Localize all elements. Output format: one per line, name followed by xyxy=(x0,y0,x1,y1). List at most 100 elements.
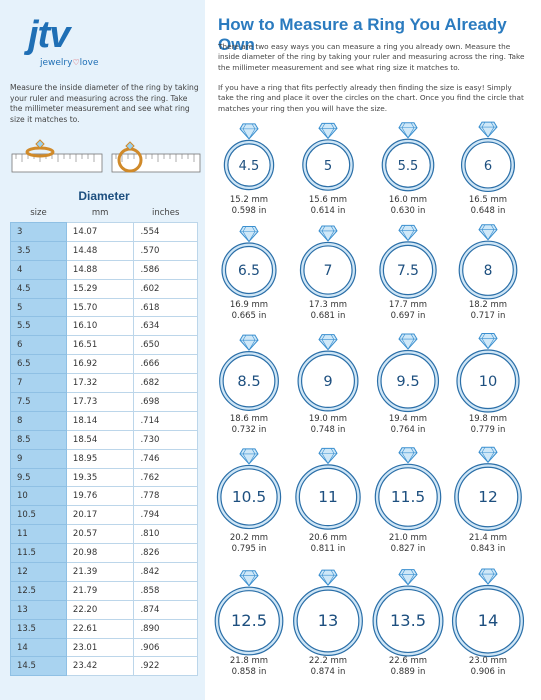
table-cell: 8 xyxy=(10,410,67,431)
diamond-facet xyxy=(319,448,337,464)
ring-size: 13 xyxy=(318,611,339,630)
ring-size: 8.5 xyxy=(237,373,260,390)
table-row: 5 15.70.618 xyxy=(10,297,198,318)
table-cell: 18.95 xyxy=(65,448,135,469)
ring-size: 4.5 xyxy=(239,159,260,174)
table-cell: 15.70 xyxy=(65,297,135,318)
table-row: 6 16.51.650 xyxy=(10,335,198,356)
table-cell: .618 xyxy=(133,297,198,318)
diamond-facet xyxy=(399,333,417,350)
table-row: 11 20.57.810 xyxy=(10,524,198,545)
ring-mm: 16.5 mm xyxy=(469,195,507,205)
table-cell: 3.5 xyxy=(10,240,67,261)
table-cell: 17.73 xyxy=(65,392,135,412)
ring: 6.5 16.9 mm0.665 in xyxy=(221,226,277,321)
table-cell: .698 xyxy=(133,392,198,412)
ring-inner xyxy=(455,588,521,654)
table-row: 7.5 17.73.698 xyxy=(10,392,198,412)
ring: 5.5 16.0 mm0.630 in xyxy=(381,122,435,216)
table-cell: 16.92 xyxy=(65,354,135,375)
ring-inner xyxy=(227,143,271,187)
table-cell: .634 xyxy=(133,316,198,337)
ring: 6 16.5 mm0.648 in xyxy=(460,121,516,216)
ring-inner xyxy=(222,354,276,408)
table-cell: 18.14 xyxy=(65,410,135,431)
ring-mm: 21.8 mm xyxy=(230,656,268,666)
ruler xyxy=(111,141,201,173)
diamond-icon xyxy=(398,224,418,242)
ring-inches: 0.858 in xyxy=(232,667,267,677)
ring-inner xyxy=(300,353,356,409)
diamond-facet xyxy=(399,122,417,139)
table-row: 10 19.76.778 xyxy=(10,486,198,507)
ring-size: 14 xyxy=(478,611,499,630)
diamond-icon xyxy=(239,448,259,465)
diamond-icon xyxy=(398,569,418,586)
table-cell: 19.35 xyxy=(65,467,135,488)
ring: 11.5 21.0 mm0.827 in xyxy=(374,447,442,554)
ring-size: 11.5 xyxy=(391,488,425,506)
ring-size: 7.5 xyxy=(397,263,419,279)
page-title: How to Measure a Ring You Already Own xyxy=(218,15,507,54)
column-header: inches xyxy=(152,207,180,218)
table-cell: 17.32 xyxy=(65,373,135,394)
table-cell: .890 xyxy=(133,618,198,639)
table-row: 13 22.20.874 xyxy=(10,599,198,620)
table-cell: .762 xyxy=(133,467,198,488)
ring-mm: 23.0 mm xyxy=(469,656,507,666)
table-row: 3.5 14.48.570 xyxy=(10,240,198,261)
size-table: size mm inches 3 14.07.554 3.5 14.48.570 4 14.88… xyxy=(10,203,198,677)
ring: 7.5 17.7 mm0.697 in xyxy=(379,224,437,321)
ring-size: 10.5 xyxy=(232,488,266,506)
ring-size: 9.5 xyxy=(396,373,419,390)
ring: 8.5 18.6 mm0.732 in xyxy=(219,334,279,435)
ring-inches: 0.795 in xyxy=(232,544,267,554)
table-cell: 5 xyxy=(10,297,67,318)
ring-inner xyxy=(457,466,519,528)
ring-inches: 0.598 in xyxy=(232,206,267,216)
diamond-icon xyxy=(478,224,498,241)
table-cell: 4.5 xyxy=(10,278,67,299)
table-cell: 20.57 xyxy=(65,524,135,545)
ring-size: 6 xyxy=(484,159,492,174)
diamond-icon xyxy=(318,334,338,351)
table-cell: 10.5 xyxy=(10,505,67,526)
table-cell: .666 xyxy=(133,354,198,375)
paragraph: There are two easy ways you can measure … xyxy=(218,42,525,72)
table-title: Diameter xyxy=(78,189,130,203)
table-cell: .746 xyxy=(133,448,198,469)
ring-inner xyxy=(375,588,441,654)
ring-size: 11 xyxy=(318,488,338,506)
ring-inches: 0.717 in xyxy=(471,311,506,321)
table-row: 8.5 18.54.730 xyxy=(10,429,198,450)
diamond-facet xyxy=(240,334,258,351)
ring-size: 12.5 xyxy=(231,611,267,630)
table-row: 4 14.88.586 xyxy=(10,259,198,280)
ring-inner xyxy=(462,244,514,296)
logo-tagline: jewelry♡love xyxy=(40,58,99,68)
ring-inner xyxy=(380,353,436,409)
diamond-facet xyxy=(319,569,337,586)
table-cell: 14.48 xyxy=(65,240,135,261)
ring-inches: 0.811 in xyxy=(311,544,346,554)
ring-inches: 0.843 in xyxy=(471,544,506,554)
table-cell: 14.88 xyxy=(65,259,135,280)
table-cell: 13.5 xyxy=(10,618,67,639)
table-cell: 14.07 xyxy=(65,222,135,242)
ring: 9.5 19.4 mm0.764 in xyxy=(376,333,440,435)
ring-inner xyxy=(218,590,280,652)
table-cell: 6 xyxy=(10,335,67,356)
ring-inner xyxy=(303,245,353,295)
ring-mm: 20.6 mm xyxy=(309,533,347,543)
table-cell: .570 xyxy=(133,240,198,261)
ring-inches: 0.665 in xyxy=(232,311,267,321)
table-cell: 21.79 xyxy=(65,580,135,601)
diamond-facet xyxy=(240,570,258,587)
ring-inner xyxy=(382,244,434,296)
ring-inches: 0.614 in xyxy=(311,206,346,216)
ring-inner xyxy=(459,352,517,410)
ring-inches: 0.827 in xyxy=(391,544,426,554)
ring-mm: 19.4 mm xyxy=(389,414,427,424)
